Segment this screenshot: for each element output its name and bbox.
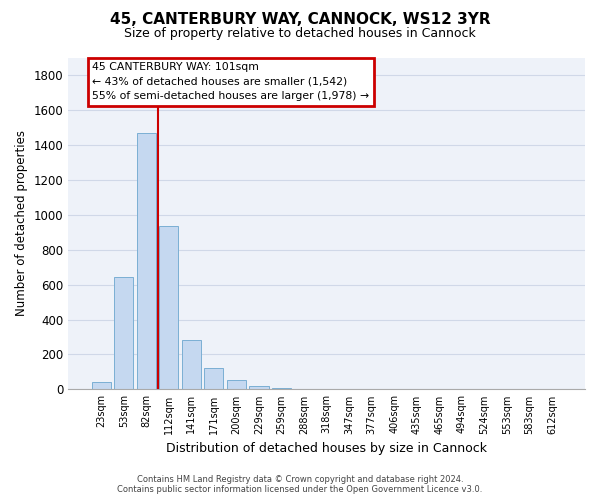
- Bar: [182, 340, 201, 390]
- Bar: [272, 388, 291, 390]
- Y-axis label: Number of detached properties: Number of detached properties: [15, 130, 28, 316]
- Text: 45 CANTERBURY WAY: 101sqm
← 43% of detached houses are smaller (1,542)
55% of se: 45 CANTERBURY WAY: 101sqm ← 43% of detac…: [92, 62, 370, 102]
- Bar: [92, 382, 111, 390]
- Bar: [227, 380, 246, 390]
- Bar: [114, 276, 133, 390]
- Bar: [137, 132, 156, 390]
- Text: Contains HM Land Registry data © Crown copyright and database right 2024.
Contai: Contains HM Land Registry data © Crown c…: [118, 474, 482, 494]
- Bar: [205, 368, 223, 390]
- Text: 45, CANTERBURY WAY, CANNOCK, WS12 3YR: 45, CANTERBURY WAY, CANNOCK, WS12 3YR: [110, 12, 490, 28]
- Bar: [250, 386, 269, 390]
- Text: Size of property relative to detached houses in Cannock: Size of property relative to detached ho…: [124, 28, 476, 40]
- X-axis label: Distribution of detached houses by size in Cannock: Distribution of detached houses by size …: [166, 442, 487, 455]
- Bar: [159, 226, 178, 390]
